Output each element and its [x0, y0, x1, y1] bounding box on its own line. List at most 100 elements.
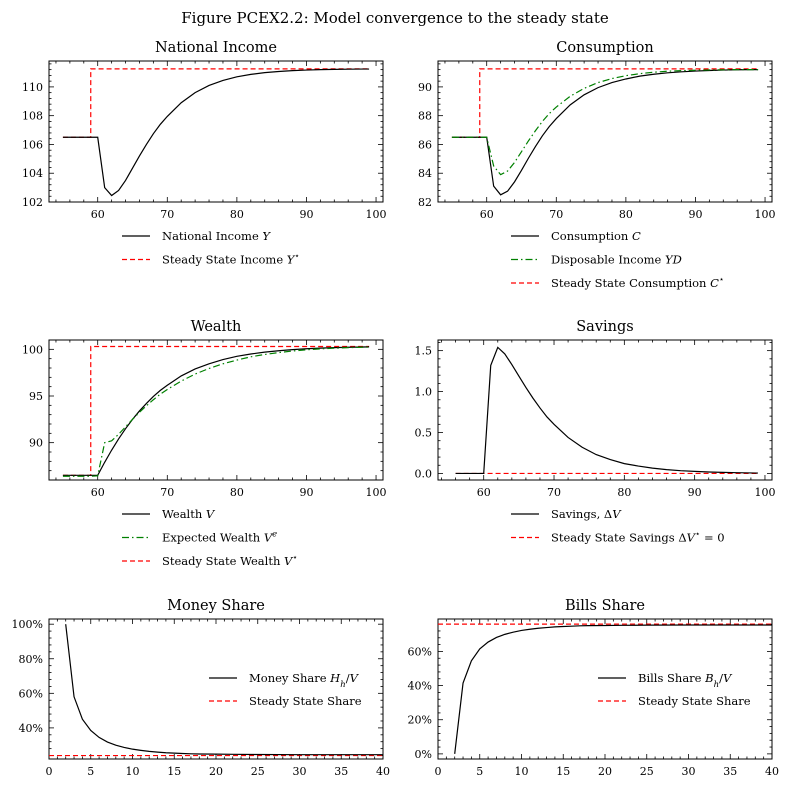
legend-label: Disposable Income YD	[551, 253, 682, 267]
legend-label: Steady State Share	[638, 694, 751, 708]
legend-label: National Income Y	[162, 229, 271, 243]
legend: Consumption C Disposable Income YD Steady …	[511, 229, 724, 290]
y-tick-label: 0.0	[415, 467, 433, 480]
x-tick-label: 70	[547, 486, 561, 499]
chart-title: Bills Share	[565, 598, 645, 614]
legend-label: Steady State Share	[249, 694, 362, 708]
legend-label: Steady State Wealth V⋆	[162, 553, 298, 568]
series-line	[62, 68, 370, 138]
y-tick-label: 86	[418, 138, 432, 151]
x-tick-label: 35	[723, 765, 737, 778]
x-tick-label: 15	[167, 765, 181, 778]
series-line	[455, 346, 758, 475]
chart-panel: Money Share 0 5 10 15 20 25 30 35 40 40% 60% 80% 100%…	[12, 598, 390, 778]
x-tick-label: 15	[556, 765, 570, 778]
series-line	[451, 69, 759, 176]
chart-panel: Wealth 60 70 80 90 100 90 95 100 Wealth V Expected…	[22, 319, 387, 568]
x-tick-label: 10	[126, 765, 140, 778]
x-tick-label: 25	[251, 765, 265, 778]
plot-frame	[437, 60, 773, 203]
x-tick-label: 20	[209, 765, 223, 778]
legend-label: Expected Wealth Ve	[162, 530, 277, 545]
legend-label: Money Share Hh/V	[249, 671, 360, 690]
plot-frame	[437, 618, 773, 760]
y-tick-label: 110	[22, 81, 43, 94]
y-tick-label: 60%	[19, 687, 43, 700]
chart-panel: National Income 60 70 80 90 100 102 104 106 108 11…	[22, 40, 387, 267]
legend: National Income Y Steady State Income Y⋆	[122, 229, 300, 267]
chart-title: National Income	[155, 40, 277, 56]
legend-label: Steady State Income Y⋆	[162, 252, 300, 267]
legend: Savings, ΔV Steady State Savings ΔV⋆ = 0	[511, 507, 725, 545]
legend-label: Wealth V	[162, 507, 216, 521]
x-tick-label: 0	[46, 765, 53, 778]
y-tick-label: 1.0	[415, 386, 433, 399]
x-tick-label: 30	[682, 765, 696, 778]
x-tick-label: 100	[366, 486, 387, 499]
legend-label: Savings, ΔV	[551, 507, 622, 521]
chart-panel: Consumption 60 70 80 90 100 82 84 86 88 90 Consumpt…	[418, 40, 776, 290]
legend: Wealth V Expected Wealth Ve Steady State W…	[122, 507, 298, 568]
y-tick-label: 40%	[408, 680, 432, 693]
x-tick-label: 80	[230, 208, 244, 221]
x-tick-label: 90	[299, 486, 313, 499]
series-line	[62, 346, 370, 477]
x-tick-label: 80	[230, 486, 244, 499]
x-tick-label: 70	[160, 486, 174, 499]
y-tick-label: 102	[22, 196, 43, 209]
y-tick-label: 84	[418, 167, 432, 180]
x-tick-label: 80	[619, 208, 633, 221]
x-tick-label: 35	[334, 765, 348, 778]
x-tick-label: 5	[476, 765, 483, 778]
y-tick-label: 0.5	[415, 427, 433, 440]
chart-title: Wealth	[191, 319, 242, 335]
x-tick-label: 40	[376, 765, 390, 778]
x-tick-label: 10	[515, 765, 529, 778]
x-tick-label: 60	[91, 208, 105, 221]
y-tick-label: 90	[418, 81, 432, 94]
y-tick-label: 1.5	[415, 345, 433, 358]
series-line	[62, 345, 370, 476]
plot-frame	[437, 339, 773, 481]
y-tick-label: 100%	[12, 618, 43, 631]
x-tick-label: 20	[598, 765, 612, 778]
x-tick-label: 90	[688, 208, 702, 221]
plot-frame	[48, 60, 384, 203]
y-tick-label: 100	[22, 343, 43, 356]
chart-title: Consumption	[556, 40, 654, 56]
x-tick-label: 40	[765, 765, 779, 778]
y-tick-label: 108	[22, 110, 43, 123]
plot-frame	[48, 339, 384, 481]
y-tick-label: 80%	[19, 653, 43, 666]
legend: Money Share Hh/V Steady State Share	[209, 671, 362, 708]
x-tick-label: 5	[87, 765, 94, 778]
x-tick-label: 90	[688, 486, 702, 499]
legend-label: Consumption C	[551, 229, 641, 243]
y-tick-label: 90	[29, 437, 43, 450]
x-tick-label: 70	[549, 208, 563, 221]
x-tick-label: 25	[640, 765, 654, 778]
x-tick-label: 70	[160, 208, 174, 221]
x-tick-label: 100	[366, 208, 387, 221]
legend-label: Steady State Consumption C⋆	[551, 275, 724, 290]
y-tick-label: 104	[22, 167, 43, 180]
chart-title: Savings	[576, 319, 633, 335]
series-line	[454, 624, 772, 754]
figure-title: Figure PCEX2.2: Model convergence to the…	[181, 9, 609, 27]
x-tick-label: 30	[293, 765, 307, 778]
x-tick-label: 0	[435, 765, 442, 778]
x-tick-label: 100	[755, 208, 776, 221]
y-tick-label: 60%	[408, 645, 432, 658]
x-tick-label: 60	[91, 486, 105, 499]
x-tick-label: 60	[477, 486, 491, 499]
series-line	[451, 68, 759, 138]
series-line	[62, 68, 370, 197]
chart-panel: Bills Share 0 5 10 15 20 25 30 35 40 0% 20% 40% 60% Bi…	[408, 598, 779, 778]
y-tick-label: 0%	[415, 748, 432, 761]
chart-panel: Savings 60 70 80 90 100 0.0 0.5 1.0 1.5 Savings, Δ…	[415, 319, 776, 545]
x-tick-label: 100	[754, 486, 775, 499]
x-tick-label: 60	[480, 208, 494, 221]
series-line	[451, 69, 759, 196]
legend-label: Bills Share Bh/V	[638, 671, 733, 690]
